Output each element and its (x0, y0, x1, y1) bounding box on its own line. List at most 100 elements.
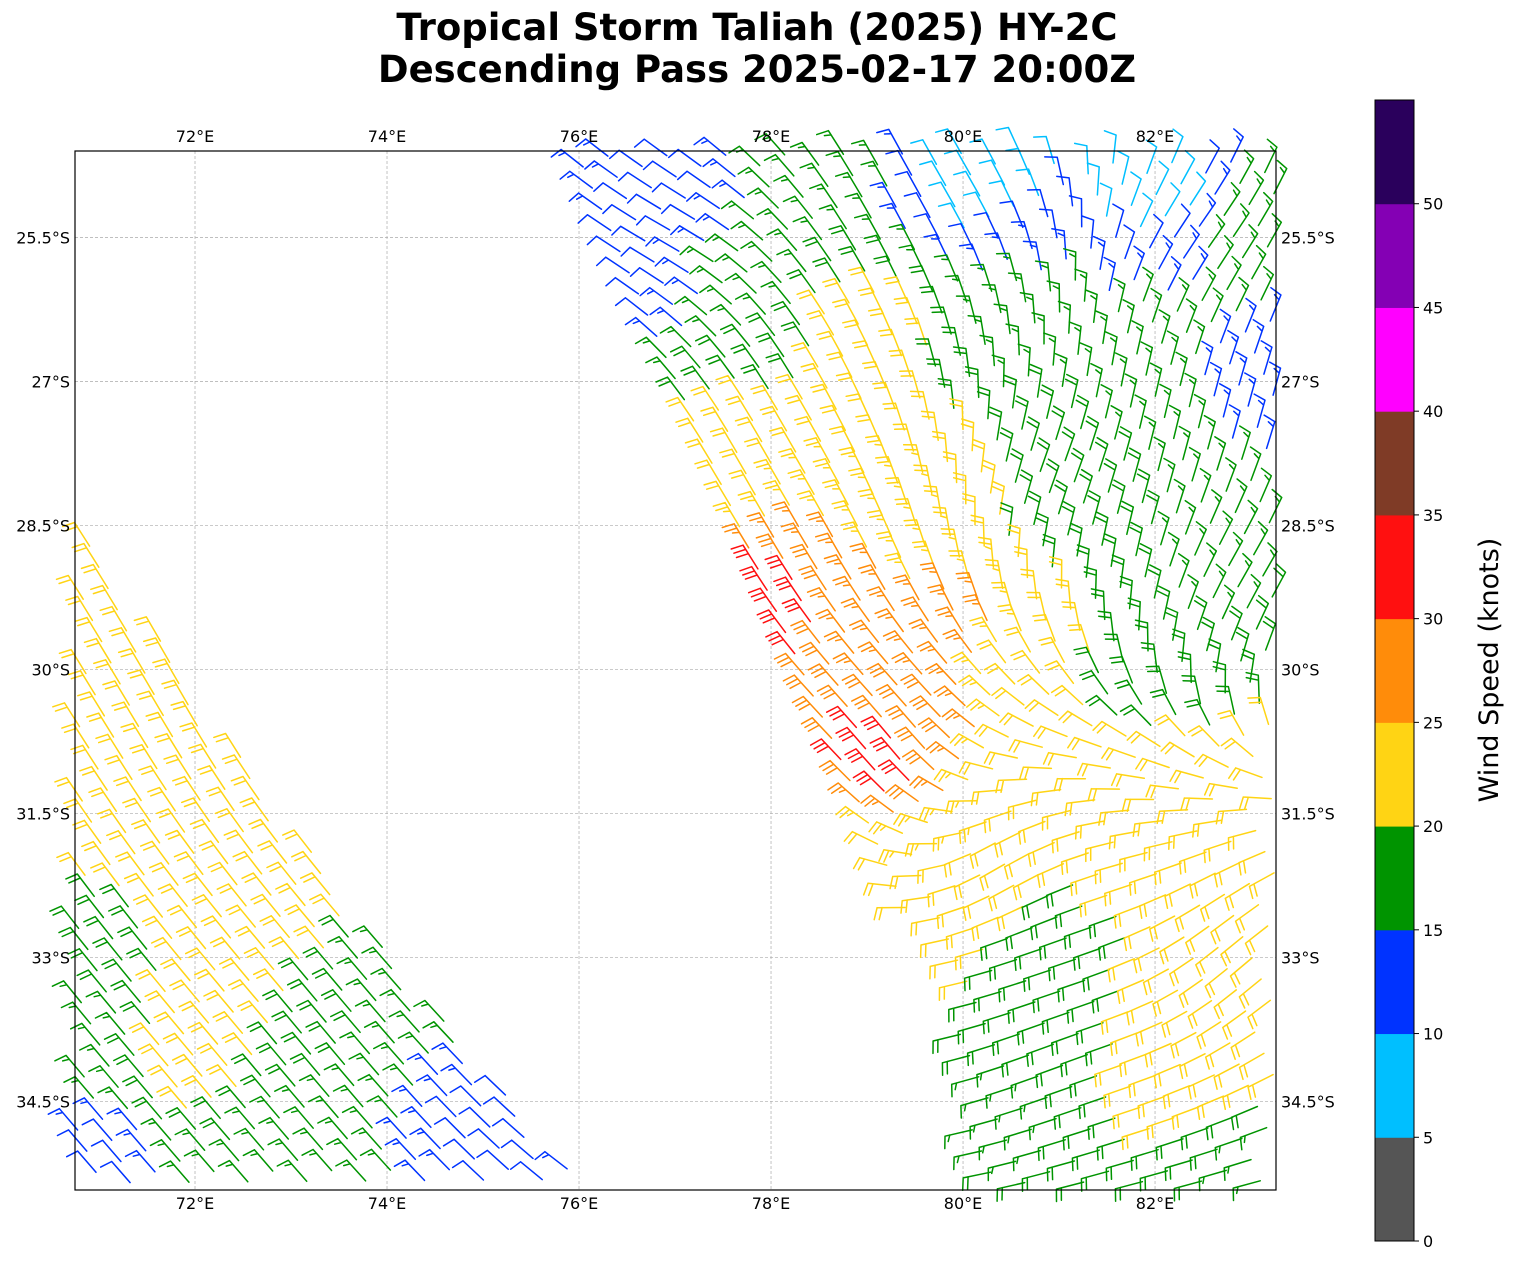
wind-barb (155, 808, 186, 833)
wind-barb (291, 850, 322, 875)
wind-barb (1203, 782, 1238, 797)
wind-barb (1046, 1160, 1076, 1182)
wind-barb (982, 1012, 1011, 1035)
wind-barb (1069, 1075, 1098, 1099)
wind-barb (70, 744, 99, 770)
wind-barb (919, 562, 945, 590)
wind-barb (1185, 298, 1198, 333)
wind-barb (1253, 393, 1266, 428)
wind-barb (1162, 1085, 1191, 1110)
wind-barb (984, 232, 1008, 260)
wind-barb (926, 358, 946, 388)
wind-barb (1044, 156, 1065, 186)
wind-barb (1019, 1096, 1048, 1120)
wind-barb (1064, 373, 1079, 409)
wind-barb (106, 1107, 138, 1131)
wind-barb (61, 723, 90, 749)
wind-barb (991, 686, 1025, 706)
wind-barb (1003, 1128, 1032, 1151)
wind-barb (1103, 458, 1118, 493)
wind-barb (844, 192, 872, 219)
wind-barb (961, 1171, 992, 1192)
wind-barb (1005, 927, 1033, 951)
wind-barb (1050, 1032, 1079, 1057)
wind-barb (900, 596, 929, 622)
wind-barb (976, 639, 1007, 664)
wind-barb (1203, 840, 1232, 864)
wind-barb (973, 990, 1002, 1013)
wind-barb (1239, 1126, 1268, 1151)
wind-barb (734, 292, 766, 315)
wind-barb (1192, 245, 1209, 280)
wind-barb (798, 565, 827, 591)
wind-barb (936, 906, 965, 930)
wind-barb (919, 938, 950, 959)
wind-barb (1170, 1031, 1197, 1059)
wind-barb (765, 353, 794, 379)
colorbar-tick-label: 5 (1423, 1128, 1433, 1147)
colorbar-segment (1375, 618, 1414, 723)
wind-barb (1005, 323, 1020, 356)
wind-barb (1019, 766, 1053, 780)
wind-barb (909, 390, 930, 420)
wind-barb (694, 459, 722, 486)
wind-barb (1193, 595, 1208, 631)
wind-barb (938, 980, 968, 1001)
wind-barb (1137, 1095, 1166, 1120)
wind-barb (900, 895, 931, 914)
wind-barb (1010, 220, 1033, 250)
wind-barb (156, 1085, 187, 1109)
wind-barb (963, 969, 993, 992)
wind-barb (131, 1096, 163, 1120)
wind-barb (888, 223, 916, 251)
wind-barb (704, 233, 739, 252)
wind-barb (1196, 1021, 1222, 1050)
wind-barb (1251, 244, 1267, 280)
wind-barb (382, 1063, 414, 1086)
wind-barb (866, 586, 895, 612)
wind-barb (955, 295, 977, 324)
wind-barb (996, 905, 1024, 932)
wind-barb (828, 425, 856, 453)
wind-barb (1184, 372, 1197, 408)
wind-barb (1082, 968, 1111, 993)
wind-barb (314, 1042, 346, 1066)
wind-barb (277, 957, 309, 981)
wind-barb (1229, 957, 1253, 988)
wind-barb (1229, 605, 1243, 641)
wind-barb (853, 213, 881, 240)
wind-barb (1169, 769, 1204, 784)
wind-barb (158, 1160, 190, 1183)
wind-barb (781, 598, 812, 623)
wind-barb (433, 1117, 466, 1139)
wind-barb (1171, 128, 1184, 164)
wind-barb (1210, 287, 1224, 323)
wind-barb (917, 863, 947, 884)
wind-barb (980, 937, 1008, 961)
wind-barb (491, 1117, 525, 1138)
wind-barb (92, 937, 123, 961)
wind-barb (283, 1106, 314, 1129)
lat-tick-label-left: 33°S (31, 948, 70, 967)
wind-barb (1058, 710, 1093, 727)
wind-barb (869, 181, 897, 208)
wind-barb (239, 797, 269, 822)
wind-barb (391, 1084, 423, 1107)
wind-barb (891, 652, 923, 675)
wind-barb (1238, 796, 1272, 810)
wind-barb (1205, 1116, 1234, 1141)
wind-barb (1084, 289, 1098, 324)
colorbar-segment (1375, 929, 1414, 1035)
wind-barb (1232, 1180, 1261, 1202)
wind-barb (1102, 533, 1117, 568)
wind-barb (834, 171, 863, 198)
wind-barb (806, 310, 835, 336)
wind-barb (296, 999, 327, 1023)
wind-barb (780, 522, 809, 549)
wind-barb (233, 1127, 265, 1151)
wind-barb (127, 669, 155, 695)
wind-barb (879, 202, 906, 229)
wind-barb (1034, 260, 1052, 292)
wind-barb (302, 946, 334, 970)
wind-barb (110, 979, 141, 1003)
